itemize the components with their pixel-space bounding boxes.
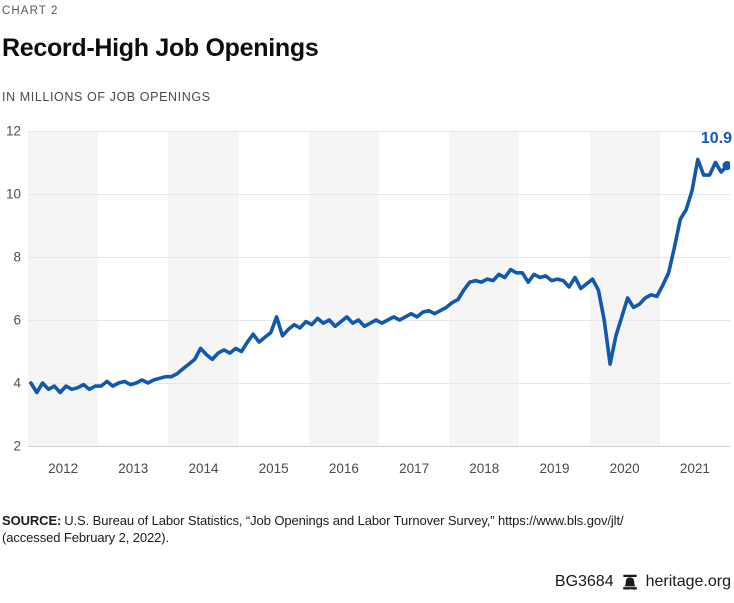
source-label: SOURCE: <box>2 513 62 528</box>
x-tick-label: 2014 <box>188 461 219 476</box>
source-text-line1: U.S. Bureau of Labor Statistics, “Job Op… <box>64 513 624 528</box>
year-band <box>28 131 99 446</box>
x-tick-label: 2018 <box>469 461 500 476</box>
year-band <box>589 131 660 446</box>
y-tick-label: 2 <box>13 438 21 454</box>
source-note: SOURCE: U.S. Bureau of Labor Statistics, … <box>2 512 734 546</box>
footer: BG3684 heritage.org <box>2 573 734 591</box>
site-name: heritage.org <box>645 573 731 590</box>
job-openings-line <box>29 157 730 395</box>
x-axis-labels: 2012 2013 2014 2015 2016 2017 2018 2019 2020 2021 <box>28 447 730 479</box>
plot-area: 10.9 <box>28 130 732 447</box>
y-tick-label: 12 <box>5 123 21 139</box>
x-tick-label: 2012 <box>48 461 79 476</box>
page-title: Record-High Job Openings <box>2 34 319 62</box>
x-tick-label: 2021 <box>679 461 710 476</box>
source-text-line2: (accessed February 2, 2022). <box>2 530 170 545</box>
end-point-marker <box>722 161 730 171</box>
year-band <box>449 131 520 446</box>
x-tick-label: 2015 <box>258 461 289 476</box>
gridline <box>28 383 730 384</box>
y-tick-label: 10 <box>5 186 21 202</box>
y-tick-label: 6 <box>13 312 21 328</box>
y-axis-labels: 12 10 8 6 4 2 <box>2 124 28 479</box>
gridline <box>28 194 730 195</box>
x-tick-label: 2016 <box>328 461 359 476</box>
x-tick-label: 2020 <box>609 461 640 476</box>
chart-unit-label: IN MILLIONS OF JOB OPENINGS <box>2 90 211 104</box>
gridline <box>28 131 730 132</box>
year-band <box>168 131 239 446</box>
end-value-label: 10.9 <box>700 130 732 147</box>
plot-column: 10.9 2012 2013 2014 2015 2016 2017 2018 2019 202… <box>28 130 732 479</box>
heritage-bell-icon <box>622 574 637 589</box>
y-tick-label: 8 <box>13 249 21 265</box>
gridline <box>28 257 730 258</box>
y-tick-label: 4 <box>13 375 21 391</box>
line-series <box>29 157 729 395</box>
chart-kicker: CHART 2 <box>2 5 59 17</box>
x-tick-label: 2019 <box>539 461 570 476</box>
year-band <box>308 131 379 446</box>
x-tick-label: 2013 <box>118 461 149 476</box>
x-tick-label: 2017 <box>399 461 430 476</box>
line-chart: 12 10 8 6 4 2 10.9 2012 2013 2014 2015 2016 2017 20… <box>2 124 734 479</box>
document-id: BG3684 <box>554 573 614 590</box>
